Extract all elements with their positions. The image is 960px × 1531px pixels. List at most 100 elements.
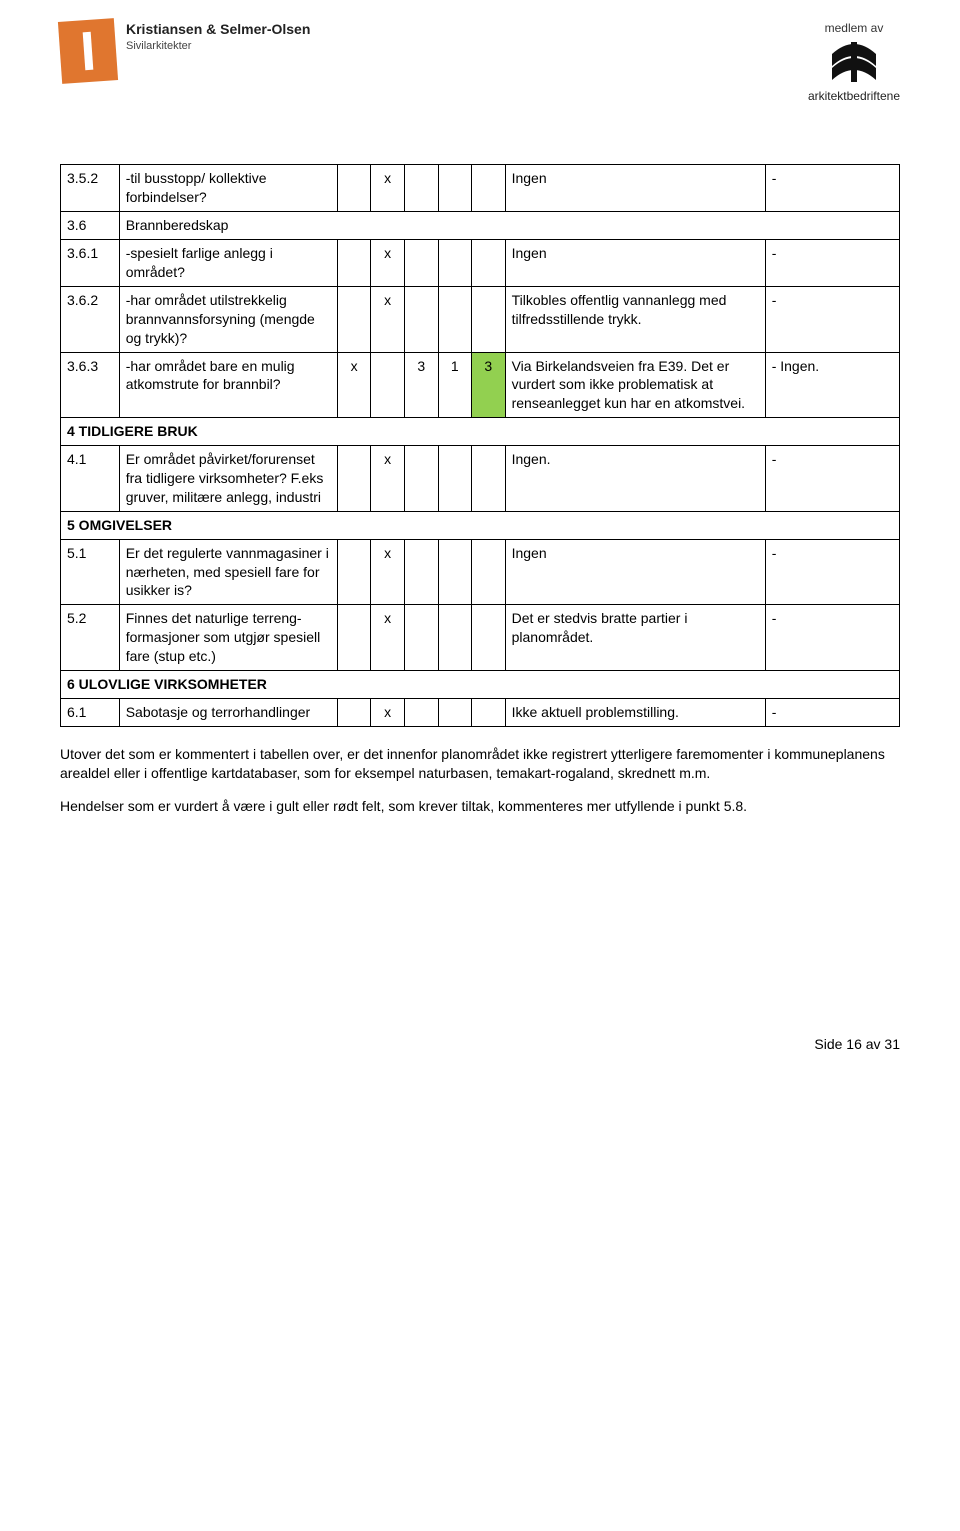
logo-left: Kristiansen & Selmer-Olsen Sivilarkitekt… [60, 20, 310, 82]
section-label: 6 ULOVLIGE VIRKSOMHETER [61, 670, 900, 698]
cell-x: x [371, 539, 405, 605]
table-row: 3.6.2 -har området utilstrekkelig brannv… [61, 286, 900, 352]
row-comment: Ikke aktuell problemstilling. [505, 698, 765, 726]
row-comment: Via Birkelandsveien fra E39. Det er vurd… [505, 352, 765, 418]
section-label: Brannberedskap [119, 212, 899, 240]
cell-k: 1 [438, 352, 472, 418]
cell [438, 240, 472, 287]
cell-s: 3 [404, 352, 438, 418]
cell [404, 698, 438, 726]
cell [472, 165, 506, 212]
cell-risk-green: 3 [472, 352, 506, 418]
arkitektbedriftene-icon [826, 40, 882, 84]
cell-x: x [371, 446, 405, 512]
logo-right: medlem av arkitektbedriftene [808, 20, 900, 104]
row-desc: Er området påvirket/forurenset fra tidli… [119, 446, 337, 512]
table-row: 3.6.1 -spesielt farlige anlegg i området… [61, 240, 900, 287]
table-row: 4.1 Er området påvirket/forurenset fra t… [61, 446, 900, 512]
row-num: 5.1 [61, 539, 120, 605]
cell [438, 698, 472, 726]
cell [438, 605, 472, 671]
cell [337, 605, 371, 671]
table-row: 3.5.2 -til busstopp/ kollektive forbinde… [61, 165, 900, 212]
cell [371, 352, 405, 418]
table-section-row: 4 TIDLIGERE BRUK [61, 418, 900, 446]
cell-x: x [371, 165, 405, 212]
row-tiltak: - [765, 165, 899, 212]
table-section-row: 3.6 Brannberedskap [61, 212, 900, 240]
row-comment: Ingen [505, 240, 765, 287]
cell-x: x [371, 286, 405, 352]
cell [337, 240, 371, 287]
cell [404, 286, 438, 352]
table-section-row: 6 ULOVLIGE VIRKSOMHETER [61, 670, 900, 698]
cell [404, 605, 438, 671]
arkitektbedriftene-label: arkitektbedriftene [808, 88, 900, 104]
cell-x: x [371, 240, 405, 287]
row-desc: Finnes det naturlige terreng-formasjoner… [119, 605, 337, 671]
cell [337, 539, 371, 605]
cell [404, 446, 438, 512]
table-row: 5.2 Finnes det naturlige terreng-formasj… [61, 605, 900, 671]
row-tiltak: - [765, 446, 899, 512]
cell-x: x [337, 352, 371, 418]
row-comment: Ingen. [505, 446, 765, 512]
row-desc: Er det regulerte vannmagasiner i nærhete… [119, 539, 337, 605]
medlem-label: medlem av [808, 20, 900, 36]
cell [404, 539, 438, 605]
row-tiltak: - [765, 539, 899, 605]
row-num: 5.2 [61, 605, 120, 671]
cell [404, 240, 438, 287]
cell [337, 698, 371, 726]
row-tiltak: - [765, 605, 899, 671]
row-num: 3.6 [61, 212, 120, 240]
row-tiltak: - [765, 286, 899, 352]
cell [472, 539, 506, 605]
logo-name: Kristiansen & Selmer-Olsen [126, 20, 310, 39]
row-num: 3.6.2 [61, 286, 120, 352]
cell [472, 286, 506, 352]
table-row: 3.6.3 -har området bare en mulig atkomst… [61, 352, 900, 418]
section-label: 5 OMGIVELSER [61, 511, 900, 539]
logo-badge-icon [58, 18, 118, 84]
paragraph-1: Utover det som er kommentert i tabellen … [60, 745, 900, 783]
cell [438, 446, 472, 512]
cell [472, 605, 506, 671]
row-desc: -har området bare en mulig atkomstrute f… [119, 352, 337, 418]
cell [472, 698, 506, 726]
risk-table: 3.5.2 -til busstopp/ kollektive forbinde… [60, 164, 900, 726]
row-comment: Ingen [505, 165, 765, 212]
row-num: 6.1 [61, 698, 120, 726]
row-num: 3.5.2 [61, 165, 120, 212]
cell [337, 286, 371, 352]
section-label: 4 TIDLIGERE BRUK [61, 418, 900, 446]
cell [438, 539, 472, 605]
row-num: 3.6.1 [61, 240, 120, 287]
row-comment: Det er stedvis bratte partier i planområ… [505, 605, 765, 671]
row-tiltak: - Ingen. [765, 352, 899, 418]
table-row: 6.1 Sabotasje og terrorhandlinger x Ikke… [61, 698, 900, 726]
cell [472, 240, 506, 287]
paragraph-2: Hendelser som er vurdert å være i gult e… [60, 797, 900, 816]
cell [472, 446, 506, 512]
row-tiltak: - [765, 698, 899, 726]
row-num: 4.1 [61, 446, 120, 512]
cell [438, 165, 472, 212]
table-section-row: 5 OMGIVELSER [61, 511, 900, 539]
row-desc: -har området utilstrekkelig brannvannsfo… [119, 286, 337, 352]
page-footer: Side 16 av 31 [60, 1035, 900, 1054]
row-tiltak: - [765, 240, 899, 287]
row-desc: -til busstopp/ kollektive forbindelser? [119, 165, 337, 212]
cell [438, 286, 472, 352]
cell [404, 165, 438, 212]
cell [337, 165, 371, 212]
cell [337, 446, 371, 512]
row-num: 3.6.3 [61, 352, 120, 418]
row-comment: Ingen [505, 539, 765, 605]
logo-subtitle: Sivilarkitekter [126, 39, 310, 54]
logo-text: Kristiansen & Selmer-Olsen Sivilarkitekt… [126, 20, 310, 54]
row-desc: Sabotasje og terrorhandlinger [119, 698, 337, 726]
cell-x: x [371, 698, 405, 726]
page-header: Kristiansen & Selmer-Olsen Sivilarkitekt… [60, 20, 900, 104]
row-comment: Tilkobles offentlig vannanlegg med tilfr… [505, 286, 765, 352]
